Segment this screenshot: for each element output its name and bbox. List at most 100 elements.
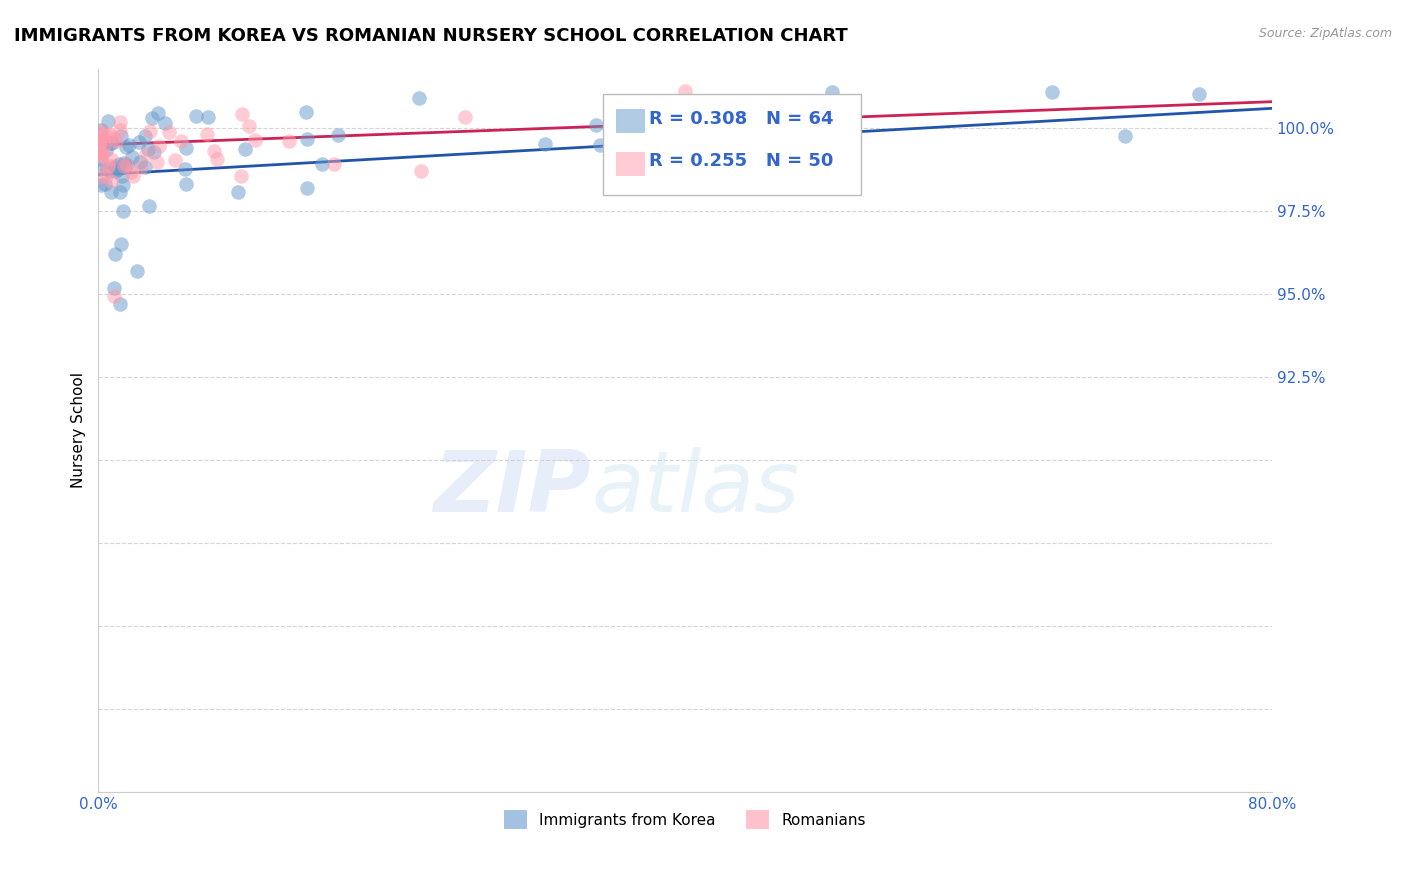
Point: [174, 162, 197, 177]
Point: [96, 128, 118, 143]
Point: [454, 110, 477, 124]
FancyBboxPatch shape: [603, 94, 860, 195]
Legend: Immigrants from Korea, Romanians: Immigrants from Korea, Romanians: [498, 804, 872, 835]
Point: [101, 136, 124, 150]
Point: [104, 163, 127, 178]
Point: [114, 157, 136, 171]
Point: [115, 158, 138, 172]
Point: [322, 156, 344, 170]
Point: [174, 141, 197, 155]
Point: [110, 129, 132, 144]
FancyBboxPatch shape: [616, 152, 644, 175]
Point: [122, 169, 145, 183]
Point: [186, 109, 208, 123]
Point: [821, 85, 844, 99]
Text: IMMIGRANTS FROM KOREA VS ROMANIAN NURSERY SCHOOL CORRELATION CHART: IMMIGRANTS FROM KOREA VS ROMANIAN NURSER…: [14, 27, 848, 45]
Point: [128, 135, 150, 149]
Point: [100, 152, 122, 166]
Point: [136, 142, 159, 156]
Point: [112, 203, 135, 218]
Point: [233, 142, 256, 156]
Point: [148, 138, 170, 153]
Point: [108, 185, 131, 199]
Point: [153, 116, 176, 130]
Point: [98, 163, 121, 178]
Point: [294, 104, 316, 119]
Point: [114, 158, 136, 172]
Text: R = 0.308   N = 64: R = 0.308 N = 64: [648, 110, 834, 128]
Point: [87, 161, 110, 176]
Point: [110, 237, 132, 252]
Point: [87, 145, 110, 159]
Point: [100, 186, 122, 200]
Point: [112, 155, 135, 169]
Point: [170, 134, 193, 148]
Point: [105, 134, 128, 148]
Point: [243, 133, 266, 147]
Point: [231, 107, 253, 121]
FancyBboxPatch shape: [616, 109, 644, 132]
Text: Source: ZipAtlas.com: Source: ZipAtlas.com: [1258, 27, 1392, 40]
Point: [98, 128, 121, 142]
Point: [100, 174, 122, 188]
Point: [97, 114, 120, 128]
Point: [163, 153, 186, 167]
Point: [108, 115, 131, 129]
Point: [585, 119, 607, 133]
Point: [131, 161, 153, 175]
Point: [146, 106, 169, 120]
Point: [141, 111, 163, 125]
Point: [89, 147, 111, 161]
Point: [103, 131, 125, 145]
Point: [89, 133, 111, 147]
Point: [104, 161, 127, 176]
Text: R = 0.255   N = 50: R = 0.255 N = 50: [648, 153, 832, 170]
Text: atlas: atlas: [591, 447, 799, 530]
Point: [121, 150, 143, 164]
Point: [91, 135, 114, 149]
Point: [231, 169, 253, 183]
Point: [91, 133, 114, 147]
Point: [115, 139, 138, 153]
Point: [295, 132, 318, 146]
Point: [90, 178, 112, 192]
Point: [1114, 129, 1136, 144]
Point: [134, 128, 156, 143]
Point: [139, 123, 162, 137]
Point: [195, 128, 218, 142]
Point: [142, 145, 165, 159]
Point: [408, 91, 430, 105]
Point: [128, 154, 150, 169]
Point: [534, 136, 557, 151]
Point: [96, 143, 118, 157]
Point: [202, 144, 225, 158]
Point: [98, 136, 121, 150]
Point: [1040, 86, 1063, 100]
Point: [91, 124, 114, 138]
Point: [134, 160, 156, 174]
Point: [673, 84, 696, 98]
Point: [205, 152, 228, 166]
Point: [104, 247, 127, 261]
Point: [589, 138, 612, 153]
Point: [96, 169, 118, 183]
Point: [135, 147, 157, 161]
Point: [120, 165, 142, 179]
Point: [97, 158, 120, 172]
Point: [174, 178, 197, 192]
Point: [111, 169, 134, 183]
Point: [90, 152, 112, 166]
Point: [278, 134, 301, 148]
Point: [111, 178, 134, 192]
Point: [326, 128, 349, 142]
Point: [1187, 87, 1209, 102]
Point: [90, 122, 112, 136]
Point: [297, 181, 319, 195]
Point: [112, 159, 135, 173]
Point: [409, 164, 432, 178]
Point: [97, 160, 120, 174]
Point: [157, 125, 180, 139]
Point: [197, 110, 219, 124]
Point: [107, 162, 129, 177]
Y-axis label: Nursery School: Nursery School: [72, 372, 86, 488]
